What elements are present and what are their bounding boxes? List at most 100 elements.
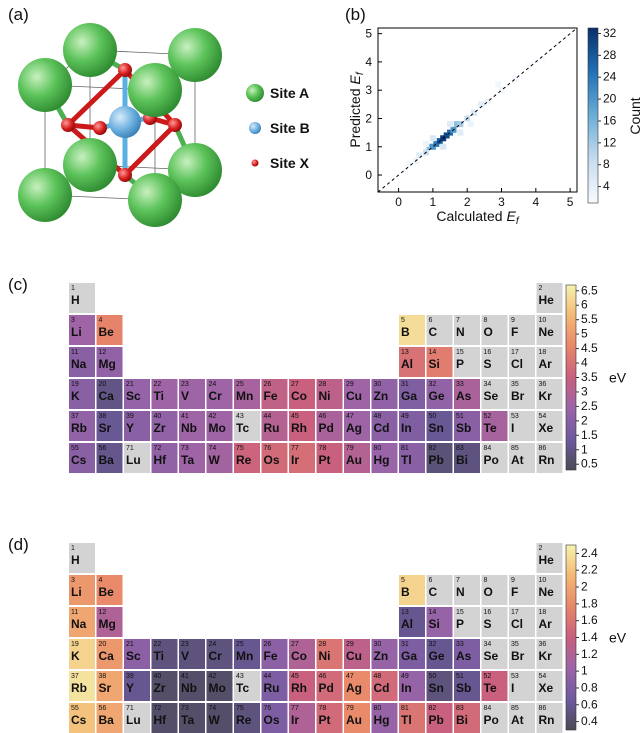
element-symbol: Y [126, 421, 134, 435]
element-symbol: He [539, 293, 555, 307]
atomic-number: 27 [291, 641, 299, 648]
element-symbol: Ru [264, 681, 280, 695]
element-symbol: Li [71, 325, 82, 339]
site-a-atom [18, 168, 72, 222]
element-symbol: Cd [374, 421, 390, 435]
element-symbol: Os [264, 453, 280, 467]
element-symbol: I [511, 421, 514, 435]
element-symbol: Zr [154, 421, 166, 435]
element-symbol: N [456, 585, 465, 599]
y-tick-label: 2 [365, 111, 372, 125]
element-symbol: Po [484, 453, 499, 467]
colorbar-tick-label: 32 [603, 26, 617, 40]
element-symbol: C [429, 585, 438, 599]
element-symbol: Mg [99, 357, 116, 371]
element-symbol: Br [511, 389, 525, 403]
element-symbol: S [484, 617, 492, 631]
site-a-atom [18, 58, 72, 112]
element-symbol: Kr [539, 649, 553, 663]
colorbar [588, 28, 598, 203]
atomic-number: 35 [511, 381, 519, 388]
y-tick-label: 0 [365, 168, 372, 182]
element-symbol: Rn [539, 713, 555, 727]
element-symbol: Be [99, 585, 115, 599]
atomic-number: 32 [429, 381, 437, 388]
atomic-number: 80 [374, 705, 382, 712]
element-symbol: K [71, 649, 80, 663]
atomic-number: 78 [319, 445, 327, 452]
element-symbol: Rb [71, 421, 87, 435]
element-symbol: Si [429, 357, 440, 371]
atomic-number: 2 [539, 285, 543, 292]
atomic-number: 11 [71, 609, 78, 616]
atomic-number: 18 [539, 349, 547, 356]
element-symbol: C [429, 325, 438, 339]
colorbar-label: eV [609, 370, 627, 386]
density-cell [457, 130, 463, 136]
element-symbol: Cl [511, 617, 523, 631]
atomic-number: 21 [126, 381, 134, 388]
atomic-number: 56 [99, 705, 107, 712]
element-symbol: Rn [539, 453, 555, 467]
colorbar [566, 545, 576, 730]
atomic-number: 41 [181, 413, 189, 420]
colorbar-label: Count [627, 97, 643, 134]
element-symbol: Zn [374, 649, 389, 663]
element-symbol: Nb [181, 421, 197, 435]
atomic-number: 48 [374, 673, 382, 680]
density-cell [416, 152, 422, 158]
atomic-number: 44 [264, 673, 272, 680]
element-symbol: I [511, 681, 514, 695]
atomic-number: 6 [429, 577, 433, 584]
colorbar-tick-label: 16 [603, 113, 617, 127]
atomic-number: 75 [236, 705, 244, 712]
atomic-number: 50 [429, 673, 437, 680]
x-tick-label: 1 [430, 195, 437, 209]
element-symbol: Sc [126, 649, 141, 663]
atomic-number: 79 [346, 705, 354, 712]
element-symbol: P [456, 357, 464, 371]
density-cell [423, 141, 429, 147]
atomic-number: 49 [401, 673, 409, 680]
element-symbol: Zr [154, 681, 166, 695]
atomic-number: 16 [484, 609, 492, 616]
element-symbol: Pd [319, 421, 334, 435]
element-symbol: Ni [319, 649, 331, 663]
atomic-number: 5 [401, 577, 405, 584]
atomic-number: 28 [319, 381, 327, 388]
site-b-atom [109, 106, 141, 138]
colorbar-tick-label: 12 [603, 135, 617, 149]
element-symbol: Ba [99, 453, 115, 467]
colorbar-tick-label: 1.8 [581, 596, 598, 610]
atomic-number: 43 [236, 413, 244, 420]
atomic-number: 20 [99, 641, 107, 648]
atomic-number: 36 [539, 641, 547, 648]
element-symbol: Cu [346, 649, 362, 663]
atomic-number: 77 [291, 705, 299, 712]
atomic-number: 26 [264, 641, 272, 648]
axis-label-text: Predicted [347, 88, 363, 147]
y-tick-label: 4 [365, 55, 372, 69]
colorbar-tick-label: 1 [581, 442, 588, 456]
atomic-number: 82 [429, 705, 437, 712]
atomic-number: 86 [539, 445, 547, 452]
element-symbol: Fe [264, 649, 278, 663]
density-cell [478, 101, 484, 107]
atomic-number: 19 [71, 381, 79, 388]
colorbar-tick-label: 1.4 [581, 630, 598, 644]
atomic-number: 27 [291, 381, 299, 388]
atomic-number: 4 [99, 317, 103, 324]
site-x-atom [118, 168, 132, 182]
element-symbol: At [511, 713, 524, 727]
atomic-number: 7 [456, 317, 460, 324]
colorbar-tick-label: 24 [603, 70, 617, 84]
atomic-number: 14 [429, 609, 437, 616]
atomic-number: 72 [154, 705, 162, 712]
atomic-number: 21 [126, 641, 134, 648]
atomic-number: 51 [456, 673, 464, 680]
element-symbol: Si [429, 617, 440, 631]
atomic-number: 84 [484, 705, 492, 712]
element-symbol: Cs [71, 453, 87, 467]
atomic-number: 8 [484, 317, 488, 324]
element-symbol: Hg [374, 453, 390, 467]
